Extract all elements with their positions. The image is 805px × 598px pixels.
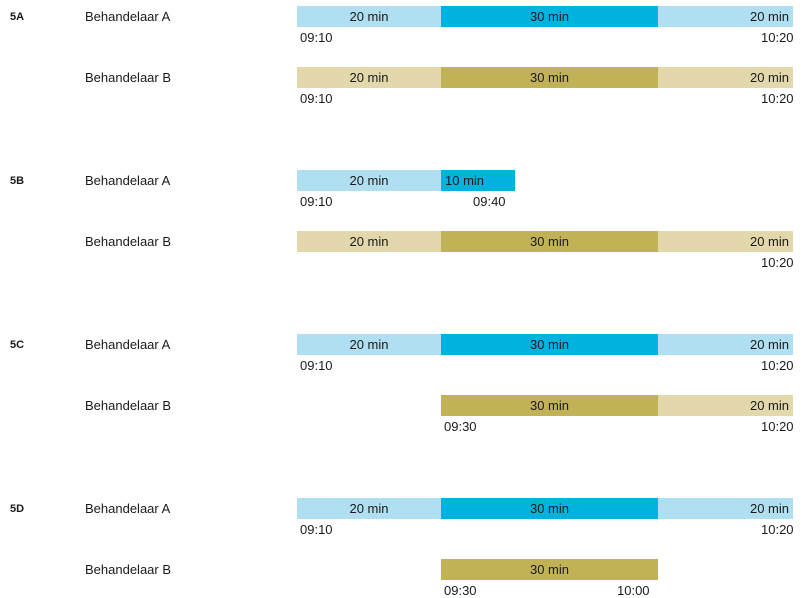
end-time: 10:20 (761, 30, 794, 45)
segment-bar: 10 min (441, 170, 515, 191)
therapist-label-b: Behandelaar B (85, 398, 172, 413)
segment-bar: 30 min (441, 334, 658, 355)
therapist-label-b: Behandelaar B (85, 562, 172, 577)
start-time: 09:30 (444, 583, 477, 598)
start-time: 09:10 (300, 30, 333, 45)
segment-bar: 20 min (297, 170, 441, 191)
therapist-label-b: Behandelaar B (85, 234, 172, 249)
segment-bar: 20 min (658, 498, 793, 519)
segment-bar: 20 min (658, 395, 793, 416)
scenario-label: 5C (10, 339, 25, 351)
scenario-label: 5B (10, 175, 25, 187)
end-time: 10:20 (761, 522, 794, 537)
start-time: 09:10 (300, 194, 333, 209)
segment-bar: 30 min (441, 559, 658, 580)
segment-bar: 30 min (441, 498, 658, 519)
start-time: 09:30 (444, 419, 477, 434)
start-time: 09:10 (300, 358, 333, 373)
segment-bar: 20 min (658, 334, 793, 355)
segment-bar: 30 min (441, 231, 658, 252)
therapist-label-a: Behandelaar A (85, 337, 171, 352)
segment-bar: 20 min (297, 334, 441, 355)
segment-bar: 20 min (658, 6, 793, 27)
end-time: 10:20 (761, 255, 794, 270)
start-time: 09:10 (300, 522, 333, 537)
segment-bar: 30 min (441, 395, 658, 416)
scenario-label: 5D (10, 503, 25, 515)
end-time: 09:40 (473, 194, 506, 209)
segment-bar: 20 min (297, 498, 441, 519)
segment-bar: 30 min (441, 67, 658, 88)
segment-bar: 20 min (658, 67, 793, 88)
end-time: 10:00 (617, 583, 650, 598)
end-time: 10:20 (761, 91, 794, 106)
therapist-label-a: Behandelaar A (85, 501, 171, 516)
end-time: 10:20 (761, 358, 794, 373)
segment-bar: 20 min (658, 231, 793, 252)
segment-bar: 20 min (297, 6, 441, 27)
scenario-label: 5A (10, 11, 25, 23)
start-time: 09:10 (300, 91, 333, 106)
therapist-label-a: Behandelaar A (85, 9, 171, 24)
therapist-label-b: Behandelaar B (85, 70, 172, 85)
therapist-label-a: Behandelaar A (85, 173, 171, 188)
end-time: 10:20 (761, 419, 794, 434)
segment-bar: 30 min (441, 6, 658, 27)
segment-bar: 20 min (297, 231, 441, 252)
segment-bar: 20 min (297, 67, 441, 88)
